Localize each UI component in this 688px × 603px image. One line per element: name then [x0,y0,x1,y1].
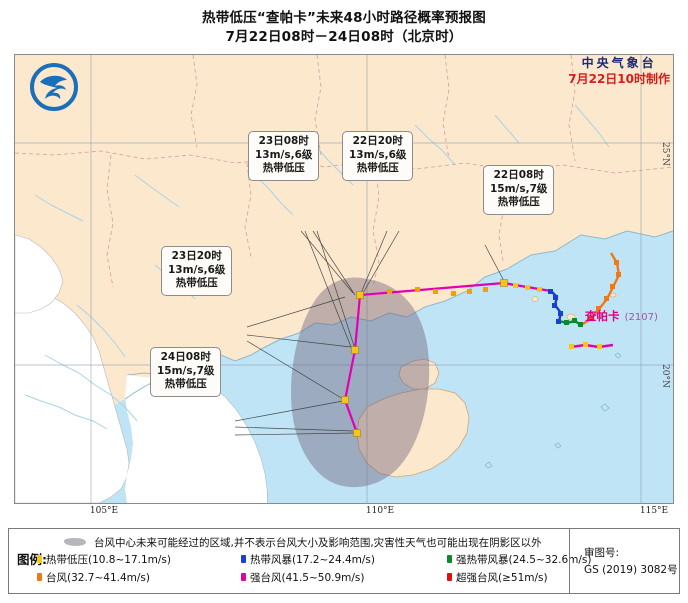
agency-issue-time: 7月22日10时制作 [568,72,670,86]
legend-item-3: 台风(32.7~41.4m/s) [37,571,150,585]
legend-item-label: 超强台风(≥51m/s) [456,572,548,584]
callout-23d08h-time: 23日08时 [258,135,309,147]
callout-24d08h-category: 热带低压 [164,378,207,390]
x-tick-1: 110°E [365,506,395,516]
callout-22d20h: 22日20时 13m/s,6级 热带低压 [342,131,414,181]
typhoon-track-map[interactable] [14,54,674,504]
approval-number-block: 审图号: GS (2019) 3082号 [584,545,678,579]
title-main-line: 热带低压“查帕卡”未来48小时路径概率预报图 [202,10,486,26]
forecast-probability-cone [291,277,430,488]
y-tick-0: 25°N [660,142,670,166]
callout-23d08h-wind: 13m/s,6级 [255,148,313,161]
storm-name-text: 查帕卡 [585,309,620,323]
legend-swatch-icon [241,555,246,563]
storm-name-label: 查帕卡 (2107) [585,305,658,324]
legend-item-label: 热带低压(10.8~17.1m/s) [46,554,171,566]
legend-swatch-icon [241,573,246,581]
cma-emblem-icon [30,63,78,111]
longitude-axis: 105°E 110°E 115°E [14,504,674,524]
legend-item-label: 台风(32.7~41.4m/s) [46,572,150,584]
title-sub-line: 7月22日08时－24日08时（北京时） [225,29,463,45]
x-tick-2: 115°E [639,506,669,516]
storm-id-text: (2107) [624,312,658,323]
legend-item-label: 强热带风暴(24.5~32.6m/s) [456,554,592,566]
legend-item-label: 热带风暴(17.2~24.4m/s) [250,554,375,566]
callout-22d08h-time: 22日08时 [493,169,544,181]
callout-23d08h: 23日08时 13m/s,6级 热带低压 [248,131,320,181]
y-tick-1: 20°N [660,364,670,388]
legend-divider [569,529,570,593]
issuing-agency: 中央气象台 7月22日10时制作 [568,55,670,87]
callout-22d08h-category: 热带低压 [497,196,540,208]
callout-24d08h-time: 24日08时 [160,351,211,363]
page-title: 热带低压“查帕卡”未来48小时路径概率预报图 7月22日08时－24日08时（北… [0,0,688,47]
callout-24d08h: 24日08时 15m/s,7级 热带低压 [150,347,222,397]
legend-item-5: 超强台风(≥51m/s) [447,571,548,585]
legend-item-2: 强热带风暴(24.5~32.6m/s) [447,553,592,567]
callout-23d08h-category: 热带低压 [262,162,305,174]
callout-23d20h-time: 23日20时 [171,250,222,262]
legend-swatch-icon [37,573,42,581]
legend-swatch-icon [447,573,452,581]
cone-swatch-icon [64,538,86,546]
callout-22d08h-wind: 15m/s,7级 [490,182,548,195]
legend-item-0: 热带低压(10.8~17.1m/s) [37,553,171,567]
callout-23d20h-wind: 13m/s,6级 [168,263,226,276]
legend-item-label: 强台风(41.5~50.9m/s) [250,572,365,584]
approval-label: 审图号: [584,547,620,559]
track-node-markers [341,260,621,437]
map-graphic [15,55,673,503]
callout-22d08h: 22日08时 15m/s,7级 热带低压 [483,165,555,215]
agency-name: 中央气象台 [581,56,657,70]
legend-swatch-icon [447,555,452,563]
map-legend: 图例: 台风中心未来可能经过的区域,并不表示台风大小及影响范围,灾害性天气也可能… [8,528,680,594]
legend-item-1: 热带风暴(17.2~24.4m/s) [241,553,375,567]
legend-cone-note: 台风中心未来可能经过的区域,并不表示台风大小及影响范围,灾害性天气也可能出现在阴… [94,537,542,549]
callout-22d20h-category: 热带低压 [356,162,399,174]
approval-number: GS (2019) 3082号 [584,564,678,576]
callout-22d20h-wind: 13m/s,6级 [349,148,407,161]
legend-swatch-icon [37,555,42,563]
legend-item-4: 强台风(41.5~50.9m/s) [241,571,365,585]
x-tick-0: 105°E [89,506,119,516]
callout-23d20h-category: 热带低压 [175,277,218,289]
callout-22d20h-time: 22日20时 [352,135,403,147]
callout-24d08h-wind: 15m/s,7级 [157,364,215,377]
callout-23d20h: 23日20时 13m/s,6级 热带低压 [161,246,233,296]
